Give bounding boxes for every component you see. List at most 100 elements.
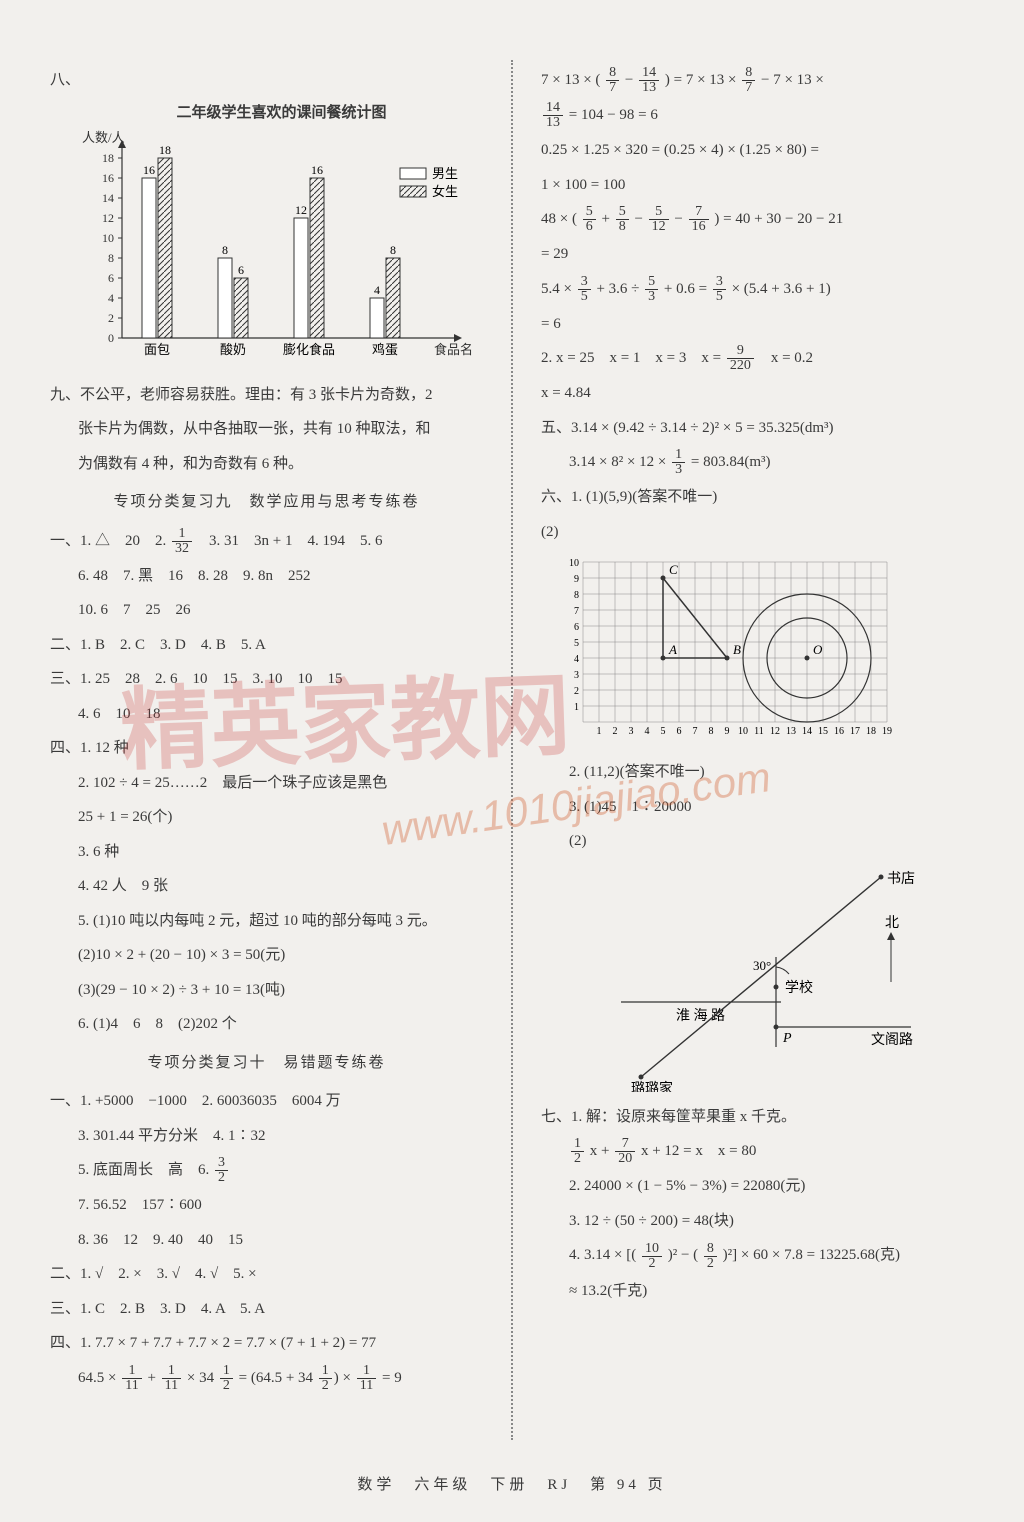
svg-text:10: 10 bbox=[738, 726, 748, 737]
svg-text:10: 10 bbox=[102, 231, 114, 245]
s4-4: 3. 6 种 bbox=[50, 838, 483, 867]
svg-text:8: 8 bbox=[709, 726, 714, 737]
svg-text:6: 6 bbox=[677, 726, 682, 737]
r11-text: 3.14 × (9.42 ÷ 3.14 ÷ 2)² × 5 = 35.325(d… bbox=[571, 420, 834, 436]
svg-text:10: 10 bbox=[569, 558, 579, 569]
r17: 七、1. 解：设原来每筐苹果重 x 千克。 bbox=[541, 1103, 974, 1132]
r9: 2. x = 25 x = 1 x = 3 x = 9220 x = 0.2 bbox=[541, 344, 974, 373]
f-1-11c: 111 bbox=[357, 1364, 376, 1393]
title-10: 专项分类复习十 易错题专练卷 bbox=[50, 1049, 483, 1078]
f-7-16: 716 bbox=[689, 205, 709, 234]
svg-text:食品名: 食品名 bbox=[434, 342, 473, 357]
svg-text:19: 19 bbox=[882, 726, 892, 737]
s2-1: 1. B 2. C 3. D 4. B 5. A bbox=[80, 637, 266, 653]
svg-text:璐璐家: 璐璐家 bbox=[631, 1080, 673, 1092]
page-footer: 数学 六年级 下册 RJ 第 94 页 bbox=[0, 1473, 1024, 1494]
r4: 1 × 100 = 100 bbox=[541, 171, 974, 200]
svg-text:4: 4 bbox=[645, 726, 650, 737]
page-columns: 八、 二年级学生喜欢的课间餐统计图 人数/人食品名024681012141618… bbox=[50, 60, 974, 1440]
r7e: + 0.6 = bbox=[660, 281, 711, 297]
svg-text:12: 12 bbox=[770, 726, 780, 737]
r1g: − 7 × 13 × bbox=[757, 72, 824, 88]
svg-text:14: 14 bbox=[802, 726, 812, 737]
svg-text:膨化食品: 膨化食品 bbox=[283, 342, 335, 357]
f-5-12: 512 bbox=[649, 205, 669, 234]
f-5-8: 58 bbox=[616, 205, 629, 234]
frac-3-2: 32 bbox=[215, 1156, 228, 1185]
svg-text:6: 6 bbox=[574, 622, 579, 633]
r22: ≈ 13.2(千克) bbox=[541, 1277, 974, 1306]
r21c: )² − ( bbox=[664, 1247, 702, 1263]
f-1-2b: 12 bbox=[319, 1364, 332, 1393]
svg-text:3: 3 bbox=[629, 726, 634, 737]
frac-1-32: 132 bbox=[172, 527, 192, 556]
f-7-20: 720 bbox=[615, 1137, 635, 1166]
f-5-3: 53 bbox=[645, 275, 658, 304]
s4-6: 5. (1)10 吨以内每吨 2 元，超过 10 吨的部分每吨 3 元。 bbox=[50, 907, 483, 936]
t3: 三、1. C 2. B 3. D 4. A 5. A bbox=[50, 1295, 483, 1324]
r21e: )²] × 60 × 7.8 = 13225.68(克) bbox=[719, 1247, 900, 1263]
r18b: x + bbox=[586, 1143, 613, 1159]
f-8-7: 87 bbox=[606, 66, 619, 95]
s4-3: 25 + 1 = 26(个) bbox=[50, 803, 483, 832]
r9a: 2. x = 25 x = 1 x = 3 x = bbox=[541, 350, 725, 366]
s4: 四、1. 12 种 bbox=[50, 734, 483, 763]
t1: 一、1. +5000 −1000 2. 60036035 6004 万 bbox=[50, 1087, 483, 1116]
s1-label: 一、 bbox=[50, 533, 80, 549]
r5: 48 × ( 56 + 58 − 512 − 716 ) = 40 + 30 −… bbox=[541, 205, 974, 234]
s4-2: 2. 102 ÷ 4 = 25……2 最后一个珠子应该是黑色 bbox=[50, 769, 483, 798]
r1c: − bbox=[621, 72, 637, 88]
f-1-11b: 111 bbox=[162, 1364, 181, 1393]
s3: 三、1. 25 28 2. 6 10 15 3. 10 10 15 bbox=[50, 665, 483, 694]
f-1-2: 12 bbox=[571, 1137, 584, 1166]
t3-label: 三、 bbox=[50, 1301, 80, 1317]
svg-text:4: 4 bbox=[574, 654, 579, 665]
svg-text:8: 8 bbox=[390, 243, 396, 257]
r17-label: 七、 bbox=[541, 1109, 571, 1125]
left-column: 八、 二年级学生喜欢的课间餐统计图 人数/人食品名024681012141618… bbox=[50, 60, 483, 1440]
svg-text:6: 6 bbox=[238, 263, 244, 277]
r20: 3. 12 ÷ (50 ÷ 200) = 48(块) bbox=[541, 1207, 974, 1236]
s4-9: 6. (1)4 6 8 (2)202 个 bbox=[50, 1010, 483, 1039]
r9c: x = 0.2 bbox=[756, 350, 813, 366]
f-8-7b: 87 bbox=[742, 66, 755, 95]
t1-1: 1. +5000 −1000 2. 60036035 6004 万 bbox=[80, 1093, 341, 1109]
sec8-label: 八、 bbox=[50, 72, 80, 88]
r21: 4. 3.14 × [( 102 )² − ( 82 )²] × 60 × 7.… bbox=[541, 1241, 974, 1270]
svg-text:学校: 学校 bbox=[785, 979, 813, 996]
svg-text:15: 15 bbox=[818, 726, 828, 737]
t4-2: 64.5 × 111 + 111 × 34 12 = (64.5 + 34 12… bbox=[50, 1364, 483, 1393]
svg-text:文阁路: 文阁路 bbox=[871, 1032, 913, 1048]
svg-text:淮 海 路: 淮 海 路 bbox=[676, 1008, 725, 1024]
s4-7: (2)10 × 2 + (20 − 10) × 3 = 50(元) bbox=[50, 941, 483, 970]
s4-1: 1. 12 种 bbox=[80, 740, 129, 756]
f-14-13b: 1413 bbox=[543, 101, 563, 130]
t3-1: 1. C 2. B 3. D 4. A 5. A bbox=[80, 1301, 265, 1317]
svg-text:A: A bbox=[668, 642, 677, 657]
s1-1c: 3. 31 3n + 1 4. 194 5. 6 bbox=[194, 533, 382, 549]
f-3-5a: 35 bbox=[578, 275, 591, 304]
s4-label: 四、 bbox=[50, 740, 80, 756]
s2-label: 二、 bbox=[50, 637, 80, 653]
svg-text:C: C bbox=[669, 562, 678, 577]
svg-text:7: 7 bbox=[693, 726, 698, 737]
s1-1a: 1. △ 20 2. bbox=[80, 533, 170, 549]
svg-text:17: 17 bbox=[850, 726, 860, 737]
t2-1: 1. √ 2. × 3. √ 4. √ 5. × bbox=[80, 1266, 257, 1282]
r17-text: 1. 解：设原来每筐苹果重 x 千克。 bbox=[571, 1109, 796, 1125]
svg-text:16: 16 bbox=[143, 163, 155, 177]
r13-text: 1. (1)(5,9)(答案不唯一) bbox=[571, 489, 717, 505]
s1: 一、1. △ 20 2. 132 3. 31 3n + 1 4. 194 5. … bbox=[50, 527, 483, 556]
r2b: = 104 − 98 = 6 bbox=[565, 107, 658, 123]
t2: 二、1. √ 2. × 3. √ 4. √ 5. × bbox=[50, 1260, 483, 1289]
t4-2g: = (64.5 + 34 bbox=[235, 1370, 317, 1386]
r16: (2) bbox=[541, 827, 974, 856]
r5c: + bbox=[598, 211, 614, 227]
r2: 1413 = 104 − 98 = 6 bbox=[541, 101, 974, 130]
t4-2e: × 34 bbox=[183, 1370, 218, 1386]
sec9-label: 九、 bbox=[50, 387, 80, 403]
r7c: + 3.6 ÷ bbox=[593, 281, 643, 297]
s3-1: 1. 25 28 2. 6 10 15 3. 10 10 15 bbox=[80, 671, 343, 687]
svg-text:14: 14 bbox=[102, 191, 114, 205]
svg-text:6: 6 bbox=[108, 271, 114, 285]
